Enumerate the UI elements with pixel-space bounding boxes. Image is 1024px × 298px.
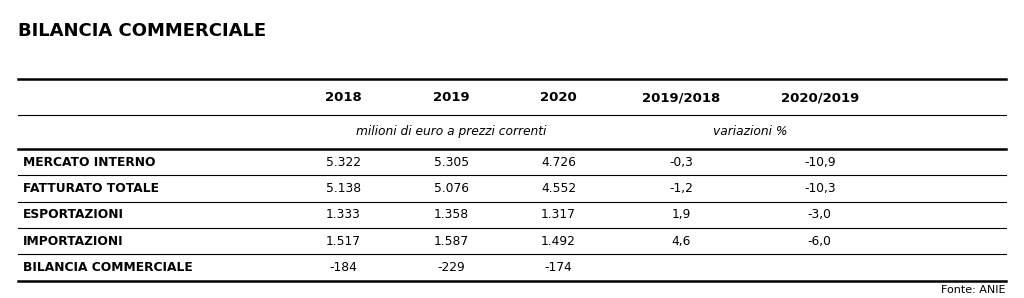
Text: milioni di euro a prezzi correnti: milioni di euro a prezzi correnti xyxy=(356,125,546,138)
Text: Fonte: ANIE: Fonte: ANIE xyxy=(941,285,1006,295)
Text: -174: -174 xyxy=(545,261,572,274)
Text: 4,6: 4,6 xyxy=(672,235,691,248)
Text: -10,3: -10,3 xyxy=(804,182,836,195)
Text: 2020/2019: 2020/2019 xyxy=(780,91,859,104)
Text: 4.552: 4.552 xyxy=(541,182,577,195)
Text: 1.587: 1.587 xyxy=(433,235,469,248)
Text: 2020: 2020 xyxy=(541,91,577,104)
Text: 1.333: 1.333 xyxy=(326,208,361,221)
Text: -1,2: -1,2 xyxy=(670,182,693,195)
Text: FATTURATO TOTALE: FATTURATO TOTALE xyxy=(23,182,159,195)
Text: 1.317: 1.317 xyxy=(541,208,577,221)
Text: ESPORTAZIONI: ESPORTAZIONI xyxy=(23,208,124,221)
Text: 5.138: 5.138 xyxy=(326,182,361,195)
Text: -0,3: -0,3 xyxy=(670,156,693,169)
Text: -229: -229 xyxy=(437,261,465,274)
Text: 1.492: 1.492 xyxy=(541,235,577,248)
Text: 5.322: 5.322 xyxy=(326,156,361,169)
Text: BILANCIA COMMERCIALE: BILANCIA COMMERCIALE xyxy=(23,261,193,274)
Text: -6,0: -6,0 xyxy=(808,235,831,248)
Text: BILANCIA COMMERCIALE: BILANCIA COMMERCIALE xyxy=(18,22,266,40)
Text: 2019/2018: 2019/2018 xyxy=(642,91,721,104)
Text: variazioni %: variazioni % xyxy=(714,125,787,138)
Text: 2018: 2018 xyxy=(326,91,361,104)
Text: 1.358: 1.358 xyxy=(433,208,469,221)
Text: -10,9: -10,9 xyxy=(804,156,836,169)
Text: 2019: 2019 xyxy=(433,91,469,104)
Text: 1.517: 1.517 xyxy=(326,235,361,248)
Text: IMPORTAZIONI: IMPORTAZIONI xyxy=(23,235,123,248)
Text: MERCATO INTERNO: MERCATO INTERNO xyxy=(23,156,155,169)
Text: 1,9: 1,9 xyxy=(672,208,691,221)
Text: 4.726: 4.726 xyxy=(541,156,577,169)
Text: 5.305: 5.305 xyxy=(433,156,469,169)
Text: -3,0: -3,0 xyxy=(808,208,831,221)
Text: -184: -184 xyxy=(330,261,357,274)
Text: 5.076: 5.076 xyxy=(433,182,469,195)
